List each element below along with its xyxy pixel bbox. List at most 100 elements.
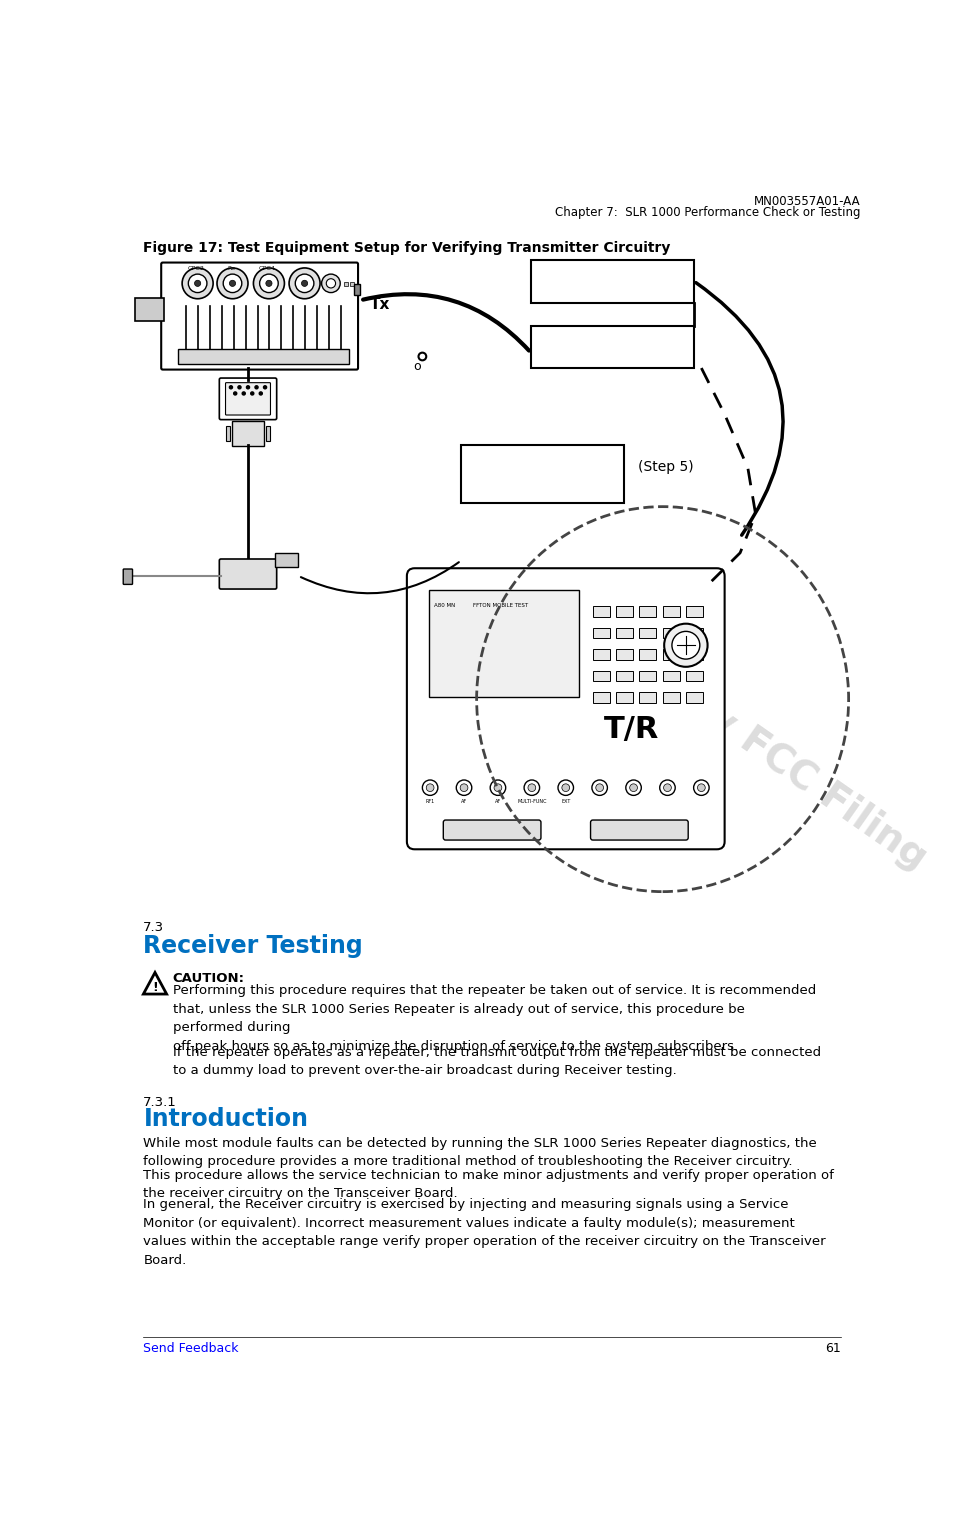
Circle shape <box>694 780 709 796</box>
Circle shape <box>255 386 259 389</box>
Circle shape <box>223 275 242 293</box>
FancyBboxPatch shape <box>232 421 264 446</box>
Text: Chapter 7:  SLR 1000 Performance Check or Testing: Chapter 7: SLR 1000 Performance Check or… <box>554 206 860 218</box>
Bar <box>355 284 360 295</box>
Text: MN003557A01-AA: MN003557A01-AA <box>753 195 860 208</box>
Circle shape <box>234 392 236 395</box>
Circle shape <box>327 279 335 289</box>
Circle shape <box>254 267 284 299</box>
Circle shape <box>626 780 641 796</box>
Text: Receiver Testing: Receiver Testing <box>143 935 363 957</box>
Bar <box>663 628 679 638</box>
Text: EXT: EXT <box>561 799 571 805</box>
FancyBboxPatch shape <box>135 298 163 321</box>
Circle shape <box>659 780 676 796</box>
Circle shape <box>259 275 279 293</box>
FancyBboxPatch shape <box>226 383 270 415</box>
Circle shape <box>427 783 434 791</box>
Text: This procedure allows the service technician to make minor adjustments and verif: This procedure allows the service techni… <box>143 1168 834 1200</box>
Text: While most module faults can be detected by running the SLR 1000 Series Repeater: While most module faults can be detected… <box>143 1136 817 1168</box>
Bar <box>178 348 349 365</box>
Text: GPC4: GPC4 <box>259 266 276 272</box>
Circle shape <box>246 386 250 389</box>
Bar <box>226 426 231 441</box>
Bar <box>593 670 610 681</box>
Text: A80 MN: A80 MN <box>434 603 456 608</box>
FancyBboxPatch shape <box>407 568 725 849</box>
Text: (Step 5): (Step 5) <box>638 461 694 475</box>
Text: Send Feedback: Send Feedback <box>143 1342 239 1354</box>
Text: If the repeater operates as a repeater, the transmit output from the repeater mu: If the repeater operates as a repeater, … <box>173 1046 821 1077</box>
Bar <box>616 692 633 702</box>
Text: Tx: Tx <box>370 298 390 312</box>
Bar <box>275 553 298 567</box>
Circle shape <box>524 780 539 796</box>
Text: FFTON MOBILE TEST: FFTON MOBILE TEST <box>473 603 528 608</box>
Polygon shape <box>143 973 166 994</box>
Text: AF: AF <box>461 799 467 805</box>
Text: 7.3.1: 7.3.1 <box>143 1096 177 1109</box>
Bar <box>639 649 656 660</box>
Bar <box>351 282 355 287</box>
Text: 7.3: 7.3 <box>143 921 164 935</box>
Text: o: o <box>413 360 421 373</box>
Text: CAUTION:: CAUTION: <box>173 973 245 985</box>
Bar <box>639 628 656 638</box>
Circle shape <box>259 392 262 395</box>
Circle shape <box>238 386 241 389</box>
Bar <box>266 426 270 441</box>
Bar <box>593 649 610 660</box>
Circle shape <box>242 392 245 395</box>
Text: Rx: Rx <box>227 266 234 272</box>
Circle shape <box>592 780 607 796</box>
Bar <box>639 606 656 617</box>
Circle shape <box>230 281 235 287</box>
Circle shape <box>194 281 201 287</box>
Circle shape <box>266 281 272 287</box>
Circle shape <box>698 783 705 791</box>
Text: Performing this procedure requires that the repeater be taken out of service. It: Performing this procedure requires that … <box>173 983 816 1052</box>
Bar <box>663 606 679 617</box>
Bar <box>686 670 702 681</box>
Bar <box>593 628 610 638</box>
Text: In general, the Receiver circuitry is exercised by injecting and measuring signa: In general, the Receiver circuitry is ex… <box>143 1199 826 1266</box>
Bar <box>663 692 679 702</box>
Bar <box>663 649 679 660</box>
Circle shape <box>672 631 700 660</box>
Circle shape <box>528 783 535 791</box>
Bar <box>616 606 633 617</box>
Circle shape <box>289 267 320 299</box>
Circle shape <box>664 783 672 791</box>
Circle shape <box>251 392 254 395</box>
Circle shape <box>494 783 502 791</box>
Circle shape <box>664 623 707 667</box>
Circle shape <box>295 275 314 293</box>
Bar <box>639 692 656 702</box>
Text: Microphone
(GMMN4063): Microphone (GMMN4063) <box>492 458 593 490</box>
Text: Preliminary FCC Filing: Preliminary FCC Filing <box>515 568 934 876</box>
Text: T/R: T/R <box>604 716 659 745</box>
Circle shape <box>418 353 427 360</box>
Circle shape <box>629 783 637 791</box>
Circle shape <box>460 783 468 791</box>
Text: AF: AF <box>495 799 501 805</box>
Circle shape <box>558 780 574 796</box>
Text: RF1: RF1 <box>426 799 434 805</box>
FancyBboxPatch shape <box>219 559 277 589</box>
Text: Introduction: Introduction <box>143 1107 308 1132</box>
Circle shape <box>456 780 472 796</box>
Bar <box>686 628 702 638</box>
Circle shape <box>322 275 340 293</box>
FancyBboxPatch shape <box>443 820 541 840</box>
Bar <box>344 282 348 287</box>
Bar <box>639 670 656 681</box>
Bar <box>616 628 633 638</box>
Circle shape <box>217 267 248 299</box>
Circle shape <box>183 267 213 299</box>
Text: GPC2: GPC2 <box>187 266 205 272</box>
Text: !: ! <box>152 982 158 994</box>
Circle shape <box>230 386 233 389</box>
Bar <box>530 325 694 368</box>
Bar <box>593 692 610 702</box>
Text: Dummy Load: Dummy Load <box>561 273 663 289</box>
